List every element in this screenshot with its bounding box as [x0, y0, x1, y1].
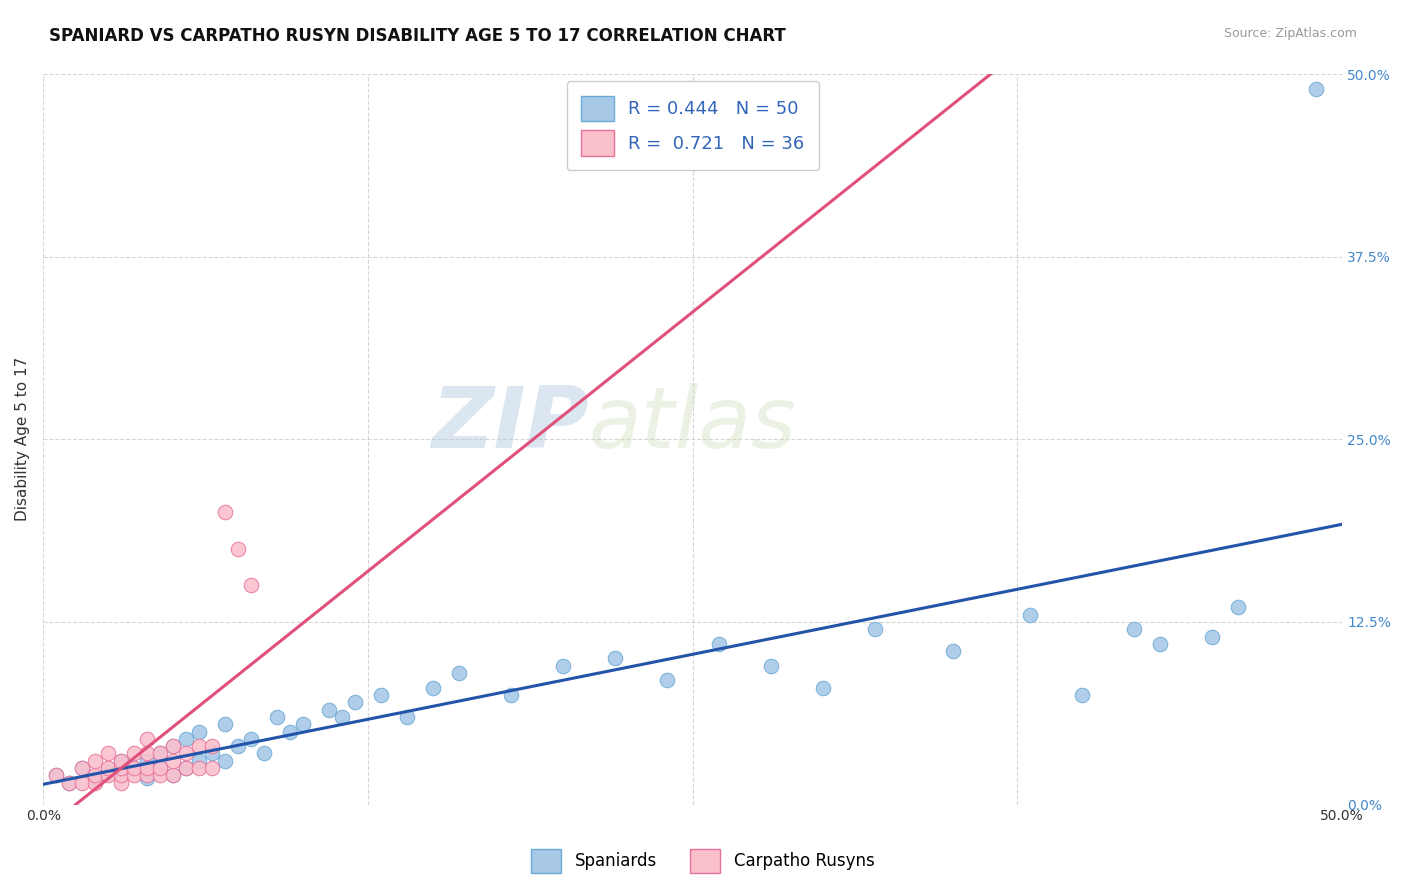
Point	[58, 775, 80, 789]
Point	[226, 541, 249, 556]
Point	[499, 688, 522, 702]
Point	[266, 710, 288, 724]
Text: ZIP: ZIP	[432, 384, 589, 467]
Point	[149, 761, 172, 775]
Point	[863, 622, 886, 636]
Point	[370, 688, 392, 702]
Point	[1305, 81, 1327, 95]
Text: Source: ZipAtlas.com: Source: ZipAtlas.com	[1223, 27, 1357, 40]
Legend: Spaniards, Carpatho Rusyns: Spaniards, Carpatho Rusyns	[524, 842, 882, 880]
Point	[318, 703, 340, 717]
Point	[174, 731, 197, 746]
Point	[122, 768, 145, 782]
Legend: R = 0.444   N = 50, R =  0.721   N = 36: R = 0.444 N = 50, R = 0.721 N = 36	[567, 81, 818, 170]
Point	[162, 768, 184, 782]
Point	[214, 505, 236, 519]
Point	[122, 747, 145, 761]
Point	[97, 765, 120, 780]
Point	[292, 717, 315, 731]
Point	[136, 754, 159, 768]
Point	[70, 761, 93, 775]
Point	[422, 681, 444, 695]
Point	[97, 761, 120, 775]
Point	[110, 775, 132, 789]
Point	[201, 747, 224, 761]
Point	[188, 739, 211, 754]
Point	[240, 731, 263, 746]
Point	[188, 754, 211, 768]
Point	[214, 717, 236, 731]
Point	[655, 673, 678, 688]
Point	[84, 768, 107, 782]
Point	[110, 761, 132, 775]
Point	[97, 747, 120, 761]
Point	[201, 739, 224, 754]
Point	[174, 747, 197, 761]
Point	[551, 658, 574, 673]
Point	[226, 739, 249, 754]
Point	[97, 768, 120, 782]
Point	[1149, 637, 1171, 651]
Point	[162, 768, 184, 782]
Point	[122, 761, 145, 775]
Point	[174, 761, 197, 775]
Point	[136, 768, 159, 782]
Point	[330, 710, 353, 724]
Point	[1123, 622, 1146, 636]
Point	[188, 724, 211, 739]
Point	[149, 768, 172, 782]
Point	[70, 775, 93, 789]
Point	[1019, 607, 1042, 622]
Point	[1071, 688, 1094, 702]
Text: SPANIARD VS CARPATHO RUSYN DISABILITY AGE 5 TO 17 CORRELATION CHART: SPANIARD VS CARPATHO RUSYN DISABILITY AG…	[49, 27, 786, 45]
Point	[122, 761, 145, 775]
Point	[70, 761, 93, 775]
Point	[45, 768, 67, 782]
Point	[214, 754, 236, 768]
Point	[84, 775, 107, 789]
Point	[58, 775, 80, 789]
Point	[278, 724, 301, 739]
Point	[162, 739, 184, 754]
Point	[253, 747, 276, 761]
Point	[240, 578, 263, 592]
Point	[110, 754, 132, 768]
Point	[84, 772, 107, 786]
Point	[110, 768, 132, 782]
Point	[1201, 630, 1223, 644]
Point	[603, 651, 626, 665]
Point	[162, 754, 184, 768]
Point	[136, 747, 159, 761]
Point	[149, 747, 172, 761]
Point	[188, 761, 211, 775]
Point	[759, 658, 782, 673]
Point	[162, 739, 184, 754]
Point	[201, 761, 224, 775]
Point	[343, 695, 366, 709]
Point	[811, 681, 834, 695]
Point	[136, 731, 159, 746]
Point	[136, 761, 159, 775]
Text: atlas: atlas	[589, 384, 797, 467]
Point	[1227, 600, 1250, 615]
Point	[149, 761, 172, 775]
Point	[110, 754, 132, 768]
Point	[110, 768, 132, 782]
Point	[174, 761, 197, 775]
Point	[941, 644, 963, 658]
Point	[447, 666, 470, 681]
Point	[707, 637, 730, 651]
Y-axis label: Disability Age 5 to 17: Disability Age 5 to 17	[15, 357, 30, 522]
Point	[149, 747, 172, 761]
Point	[395, 710, 418, 724]
Point	[84, 754, 107, 768]
Point	[136, 772, 159, 786]
Point	[45, 768, 67, 782]
